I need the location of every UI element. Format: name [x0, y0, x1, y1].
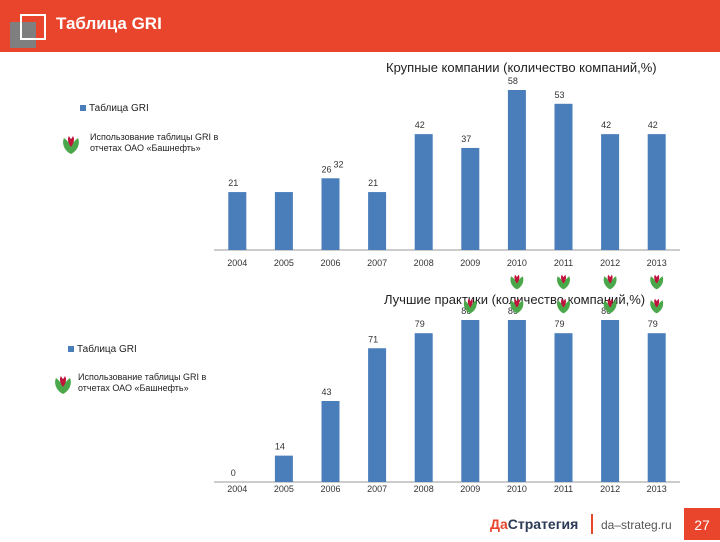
chart-2-tick-label-2008: 2008: [414, 484, 434, 494]
chart-2-data-label-2007: 71: [368, 334, 378, 344]
legend-series-label: Таблица GRI: [77, 344, 137, 355]
chart-2-legend-series: Таблица GRI: [68, 344, 137, 355]
page-number: 27: [684, 508, 720, 540]
chart-2-bar-2012: [601, 320, 620, 482]
chart-1-title: Крупные компании (количество компаний,%): [386, 60, 657, 75]
chart-2-legend-icon-label: Использование таблицы GRI в отчетах ОАО …: [78, 372, 207, 393]
chart-1-tick-label-2013: 2013: [647, 258, 667, 268]
company-flower-icon: [55, 376, 71, 394]
chart-1-bar-2006: [321, 178, 340, 250]
footer-logo-part1: Да: [490, 516, 508, 532]
chart-2-data-label-2004: 0: [231, 468, 236, 478]
chart-1-bar-2013: [647, 134, 666, 250]
chart-2-data-label-2008: 79: [415, 319, 425, 329]
chart-2-bar-2010: [507, 320, 526, 482]
chart-1-gri-icon-2011: [557, 274, 570, 290]
chart-1-bar-2010: [507, 90, 526, 250]
chart-1-data-label-2007: 21: [368, 178, 378, 188]
chart-2-data-label-2006: 43: [321, 387, 331, 397]
legend-swatch: [80, 105, 86, 112]
chart-1-bar-2005: [274, 192, 293, 250]
chart-1-extra-label: 32: [333, 160, 343, 170]
chart-2-bar-2011: [554, 333, 573, 482]
chart-2-bar-2008: [414, 333, 433, 482]
chart-2-gri-icon-2010: [510, 298, 524, 314]
chart-2-tick-label-2013: 2013: [647, 484, 667, 494]
chart-1-data-label-2011: 53: [554, 90, 564, 100]
page-title: Таблица GRI: [56, 14, 162, 33]
chart-1-tick-label-2008: 2008: [414, 258, 434, 268]
chart-2-tick-label-2005: 2005: [274, 484, 294, 494]
chart-1-gri-icon-2013: [650, 274, 664, 290]
chart-1-data-label-2012: 42: [601, 120, 611, 130]
chart-2-tick-label-2012: 2012: [600, 484, 620, 494]
footer-logo-part2: Стратегия: [507, 516, 579, 532]
header-bar: [0, 0, 720, 52]
chart-2-title: Лучшие практики (количество компаний,%): [384, 292, 646, 307]
chart-2-tick-label-2006: 2006: [320, 484, 340, 494]
chart-1-tick-label-2009: 2009: [460, 258, 480, 268]
chart-2-data-label-2012: 86: [601, 306, 611, 316]
legend-series-label: Таблица GRI: [89, 103, 149, 114]
chart-1-gri-icon-2010: [510, 274, 524, 290]
chart-2-tick-label-2007: 2007: [367, 484, 387, 494]
chart-2-data-label-2010: 86: [508, 306, 518, 316]
chart-1-bar-2009: [461, 147, 480, 250]
chart-2-gri-icon-2009: [463, 298, 477, 314]
chart-2-gri-icon-2012: [603, 298, 617, 314]
chart-1-data-label-2006: 26: [321, 164, 331, 174]
chart-1-legend-series: Таблица GRI: [80, 103, 149, 114]
chart-2-tick-label-2004: 2004: [227, 484, 247, 494]
chart-2-tick-label-2010: 2010: [507, 484, 527, 494]
chart-2-bar-2007: [368, 348, 387, 482]
chart-1-data-label-2009: 37: [461, 134, 471, 144]
footer-separator: [591, 514, 593, 534]
chart-1-data-label-2004: 21: [228, 178, 238, 188]
chart-1-data-label-2010: 58: [508, 76, 518, 86]
chart-1-tick-label-2006: 2006: [320, 258, 340, 268]
chart-2-data-label-2009: 86: [461, 306, 471, 316]
logo-square-grey: [10, 22, 36, 48]
chart-1-bar-2007: [368, 192, 387, 250]
logo-square-outline: [20, 14, 46, 40]
chart-1-data-label-2013: 42: [648, 120, 658, 130]
company-flower-icon: [63, 136, 79, 154]
footer-url: da–strateg.ru: [601, 518, 672, 532]
chart-2-bar-2005: [274, 455, 293, 482]
chart-1-tick-label-2007: 2007: [367, 258, 387, 268]
chart-1-tick-label-2011: 2011: [554, 258, 573, 268]
chart-2-gri-icon-2013: [650, 298, 664, 314]
chart-2-data-label-2011: 79: [554, 319, 564, 329]
chart-1-tick-label-2012: 2012: [600, 258, 620, 268]
chart-1-bar-2011: [554, 103, 573, 250]
chart-2-data-label-2005: 14: [275, 442, 285, 452]
chart-2-data-label-2013: 79: [648, 319, 658, 329]
chart-1-tick-label-2004: 2004: [227, 258, 247, 268]
chart-2-gri-icon-2011: [557, 298, 570, 314]
chart-1-bar-2008: [414, 134, 433, 250]
chart-2-tick-label-2011: 2011: [554, 484, 573, 494]
footer-logo: ДаСтратегия: [490, 516, 578, 532]
chart-1-tick-label-2005: 2005: [274, 258, 294, 268]
chart-1-legend-icon-label: Использование таблицы GRI в отчетах ОАО …: [90, 132, 219, 153]
chart-2-bar-2006: [321, 401, 340, 482]
chart-1-bar-2012: [601, 134, 620, 250]
chart-2-tick-label-2009: 2009: [460, 484, 480, 494]
chart-2-bar-2013: [647, 333, 666, 482]
chart-1-bar-2004: [228, 192, 247, 250]
chart-1-tick-label-2010: 2010: [507, 258, 527, 268]
chart-1-gri-icon-2012: [603, 274, 617, 290]
chart-2-bar-2009: [461, 320, 480, 482]
chart-1-data-label-2008: 42: [415, 120, 425, 130]
legend-swatch: [68, 346, 74, 353]
